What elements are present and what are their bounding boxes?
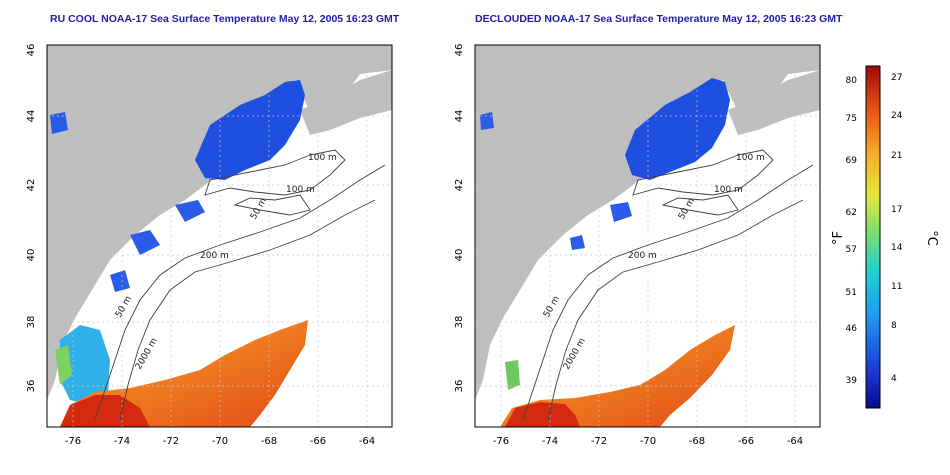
colorbar-unit-f: °F bbox=[831, 231, 846, 245]
sst-cold-patch bbox=[175, 200, 205, 222]
y-tick-label: 46 bbox=[26, 44, 37, 57]
sst-cold-gulf-of-maine bbox=[195, 80, 305, 180]
x-tick-label: -64 bbox=[359, 436, 375, 447]
contour-label: 200 m bbox=[200, 251, 229, 261]
colorbar-unit-c: °C bbox=[924, 230, 939, 246]
colorbar-c-tick: 27 bbox=[891, 73, 902, 83]
map-frame bbox=[46, 44, 393, 428]
sst-cold-gulf-of-maine bbox=[625, 78, 730, 180]
y-tick-label: 40 bbox=[26, 249, 37, 262]
sst-coastal-gradient bbox=[60, 325, 110, 405]
x-tick-label: -74 bbox=[542, 436, 558, 447]
colorbar-f-tick: 69 bbox=[846, 156, 858, 166]
colorbar-c-tick: 17 bbox=[891, 205, 902, 215]
colorbar: 80 75 69 62 57 51 46 39 27 24 21 17 14 1… bbox=[831, 65, 939, 409]
sst-coastal-green bbox=[505, 360, 520, 390]
x-tick-label: -76 bbox=[493, 436, 509, 447]
contour-label: 100 m bbox=[286, 185, 315, 195]
x-tick-label: -68 bbox=[261, 436, 277, 447]
map-title-left: RU COOL NOAA-17 Sea Surface Temperature … bbox=[50, 13, 400, 25]
y-tick-label: 46 bbox=[454, 44, 465, 57]
y-tick-label: 42 bbox=[454, 179, 465, 192]
y-tick-label: 42 bbox=[26, 179, 37, 192]
sst-coastal-green bbox=[55, 345, 72, 385]
sst-cold-patch bbox=[480, 112, 494, 130]
sst-cold-patch bbox=[570, 235, 585, 250]
sst-cold-patch bbox=[50, 112, 68, 134]
y-tick-label: 44 bbox=[454, 110, 465, 123]
colorbar-c-tick: 8 bbox=[891, 321, 897, 331]
sst-cold-patch bbox=[610, 202, 632, 222]
x-tick-label: -76 bbox=[65, 436, 81, 447]
colorbar-f-tick: 39 bbox=[846, 376, 858, 386]
land-nova-scotia bbox=[728, 70, 820, 135]
contour-label: 200 m bbox=[628, 251, 657, 261]
sst-warm-dark bbox=[505, 402, 580, 427]
y-tick-label: 38 bbox=[454, 316, 465, 329]
grid-lines bbox=[47, 45, 392, 427]
x-tick-label: -66 bbox=[310, 436, 326, 447]
grid-lines bbox=[475, 45, 820, 427]
y-tick-label: 36 bbox=[26, 380, 37, 393]
colorbar-f-tick: 80 bbox=[846, 76, 858, 86]
map-title-right: DECLOUDED NOAA-17 Sea Surface Temperatur… bbox=[475, 13, 843, 25]
x-tick-label: -72 bbox=[163, 436, 179, 447]
bathymetry-contours bbox=[522, 149, 814, 421]
colorbar-f-tick: 51 bbox=[846, 288, 857, 298]
colorbar-c-tick: 14 bbox=[891, 243, 903, 253]
colorbar-f-tick: 62 bbox=[846, 208, 857, 218]
sst-cold-patch bbox=[110, 270, 130, 292]
x-tick-label: -72 bbox=[591, 436, 607, 447]
colorbar-gradient bbox=[865, 65, 881, 409]
sst-cold-patch bbox=[130, 230, 160, 255]
land-mass bbox=[475, 45, 820, 400]
x-tick-label: -74 bbox=[114, 436, 130, 447]
y-tick-label: 38 bbox=[26, 316, 37, 329]
x-tick-label: -66 bbox=[738, 436, 754, 447]
bathymetry-contours bbox=[94, 149, 386, 421]
x-tick-label: -70 bbox=[640, 436, 656, 447]
colorbar-c-tick: 21 bbox=[891, 151, 902, 161]
x-tick-label: -70 bbox=[212, 436, 228, 447]
map-frame bbox=[474, 44, 821, 428]
land-nova-scotia bbox=[300, 70, 392, 135]
contour-label: 100 m bbox=[308, 153, 337, 163]
land-mass bbox=[47, 45, 392, 400]
x-tick-label: -64 bbox=[787, 436, 803, 447]
x-tick-label: -68 bbox=[689, 436, 705, 447]
colorbar-c-tick: 24 bbox=[891, 111, 903, 121]
map-panel-right: 100 m 100 m 50 m 200 m 50 m 2000 m -76 -… bbox=[454, 44, 821, 447]
contour-label: 100 m bbox=[714, 185, 743, 195]
y-tick-label: 36 bbox=[454, 380, 465, 393]
map-panel-left: 100 m 100 m 50 m 200 m 50 m 2000 m -76 -… bbox=[26, 44, 393, 447]
y-tick-label: 40 bbox=[454, 249, 465, 262]
sst-warm-dark bbox=[60, 395, 150, 427]
colorbar-f-tick: 57 bbox=[846, 245, 857, 255]
contour-label: 100 m bbox=[736, 153, 765, 163]
colorbar-f-tick: 46 bbox=[846, 324, 858, 334]
y-tick-label: 44 bbox=[26, 110, 37, 123]
sst-warm-gulf-stream bbox=[500, 325, 735, 427]
colorbar-f-tick: 75 bbox=[846, 114, 857, 124]
colorbar-c-tick: 11 bbox=[891, 282, 902, 292]
colorbar-c-tick: 4 bbox=[891, 374, 897, 384]
